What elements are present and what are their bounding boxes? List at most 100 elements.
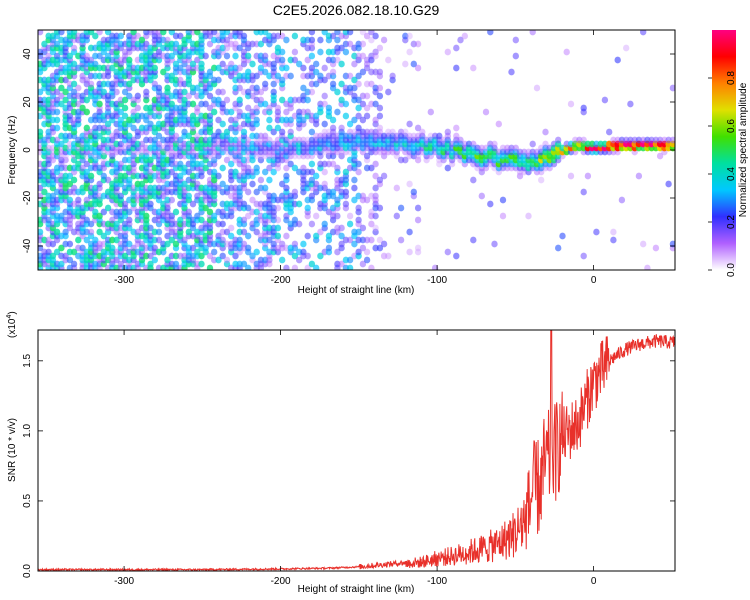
- spectrogram-cell: [368, 192, 375, 200]
- spectrogram-cell: [181, 188, 188, 196]
- spectrogram-cell: [202, 204, 209, 212]
- spectrogram-cell: [134, 128, 141, 136]
- spectrogram-cell: [257, 232, 265, 240]
- spectrogram-cell: [321, 184, 328, 192]
- spectrogram-cell: [240, 260, 248, 268]
- spectrogram-cell: [232, 116, 239, 124]
- spectrogram-cell: [414, 248, 422, 256]
- spectrogram-cell: [457, 136, 464, 144]
- spectrogram-cell: [168, 212, 175, 220]
- spectrogram-cell: [253, 104, 260, 112]
- spectrogram-cell: [329, 160, 337, 168]
- spectrogram-cell: [53, 96, 61, 104]
- spectrogram-cell: [385, 88, 392, 96]
- spectrogram-cell: [640, 240, 647, 248]
- spectrogram-cell: [198, 160, 205, 168]
- spectrogram-cell: [215, 76, 222, 84]
- spectrogram-cell: [342, 100, 350, 108]
- spectrogram-cell: [194, 108, 201, 116]
- spectrogram-cell: [53, 52, 61, 60]
- spectrogram-cell: [376, 68, 384, 76]
- y-tick-label: 20: [22, 96, 33, 108]
- spectrogram-cell: [512, 36, 519, 44]
- spectrogram-cell: [444, 136, 451, 144]
- spectrogram-cell: [62, 88, 69, 96]
- spectrogram-cell: [83, 96, 90, 104]
- spectrogram-cell: [219, 236, 226, 244]
- spectrogram-cell: [62, 144, 69, 152]
- spectrogram-cell: [177, 144, 184, 152]
- spectrogram-cell: [380, 240, 388, 248]
- spectrogram-cell: [38, 30, 44, 36]
- spectrogram-cell: [359, 92, 367, 100]
- spectrogram-cell: [453, 124, 460, 132]
- spectrogram-cell: [393, 152, 400, 160]
- spectrogram-cell: [321, 220, 328, 228]
- spectrogram-cell: [96, 212, 103, 220]
- spectrogram-cell: [491, 140, 498, 148]
- spectrogram-cell: [96, 108, 103, 116]
- spectrogram-cell: [266, 152, 273, 160]
- spectrogram-cell: [321, 180, 328, 188]
- spectrogram-cell: [189, 60, 197, 68]
- spectrogram-cell: [499, 144, 507, 152]
- spectrogram-cell: [313, 112, 320, 120]
- spectrogram-cell: [283, 36, 290, 44]
- spectrogram-cell: [100, 88, 107, 96]
- spectrogram-cell: [236, 64, 243, 72]
- spectrogram-cell: [185, 228, 192, 236]
- spectrogram-cell: [342, 48, 350, 56]
- spectrogram-cell: [223, 128, 231, 136]
- spectrogram-cell: [266, 256, 273, 264]
- spectrogram-cell: [206, 208, 214, 216]
- spectrogram-cell: [126, 240, 133, 248]
- spectrogram-cell: [236, 124, 243, 132]
- spectrogram-cell: [58, 92, 65, 100]
- spectrogram-cell: [202, 52, 209, 60]
- colorbar-tick-label: 0.4: [726, 167, 737, 181]
- spectrogram-cell: [457, 140, 464, 148]
- spectrogram-cell: [168, 52, 175, 60]
- spectrogram-cell: [79, 244, 86, 252]
- spectrogram-cell: [70, 184, 78, 192]
- spectrogram-cell: [410, 132, 417, 140]
- spectrogram-cell: [355, 168, 362, 176]
- snr-y-exponent: (x104): [6, 311, 18, 338]
- spectrogram-cell: [313, 172, 320, 180]
- spectrogram-cell: [240, 164, 248, 172]
- spectrogram-cell: [283, 232, 290, 240]
- spectrogram-cell: [189, 112, 197, 120]
- spectrogram-cell: [393, 184, 400, 192]
- spectrogram-cell: [334, 36, 341, 44]
- spectrogram-cell: [194, 104, 201, 112]
- spectrogram-cell: [79, 132, 86, 140]
- spectrogram-cell: [245, 88, 252, 96]
- spectrogram-cell: [266, 72, 273, 80]
- spectrogram-cell: [109, 64, 116, 72]
- spectrogram-cell: [287, 128, 294, 136]
- spectrogram-cell: [240, 228, 248, 236]
- spectrogram-cell: [321, 76, 328, 84]
- spectrogram-cell: [100, 208, 107, 216]
- spectrogram-cell: [359, 52, 367, 60]
- spectrogram-cell: [262, 232, 269, 240]
- spectrogram-cell: [177, 216, 184, 224]
- spectrogram-cell: [359, 196, 367, 204]
- spectrogram-cell: [308, 192, 316, 200]
- spectrogram-cell: [355, 56, 362, 64]
- spectrogram-cell: [334, 108, 341, 116]
- spectrogram-cell: [45, 156, 52, 164]
- spectrogram-cell: [189, 244, 197, 252]
- spectrogram-cell: [329, 32, 337, 40]
- spectrogram-cell: [45, 128, 52, 136]
- spectrogram-cell: [363, 256, 371, 264]
- spectrogram-cell: [346, 128, 354, 136]
- spectrogram-cell: [640, 30, 647, 36]
- spectrogram-cell: [109, 152, 116, 160]
- spectrogram-cell: [376, 104, 384, 112]
- spectrogram-cell: [351, 84, 358, 92]
- spectrogram-cell: [257, 176, 265, 184]
- spectrogram-cell: [53, 108, 61, 116]
- spectrogram-cell: [372, 100, 379, 108]
- spectrogram-cell: [355, 40, 362, 48]
